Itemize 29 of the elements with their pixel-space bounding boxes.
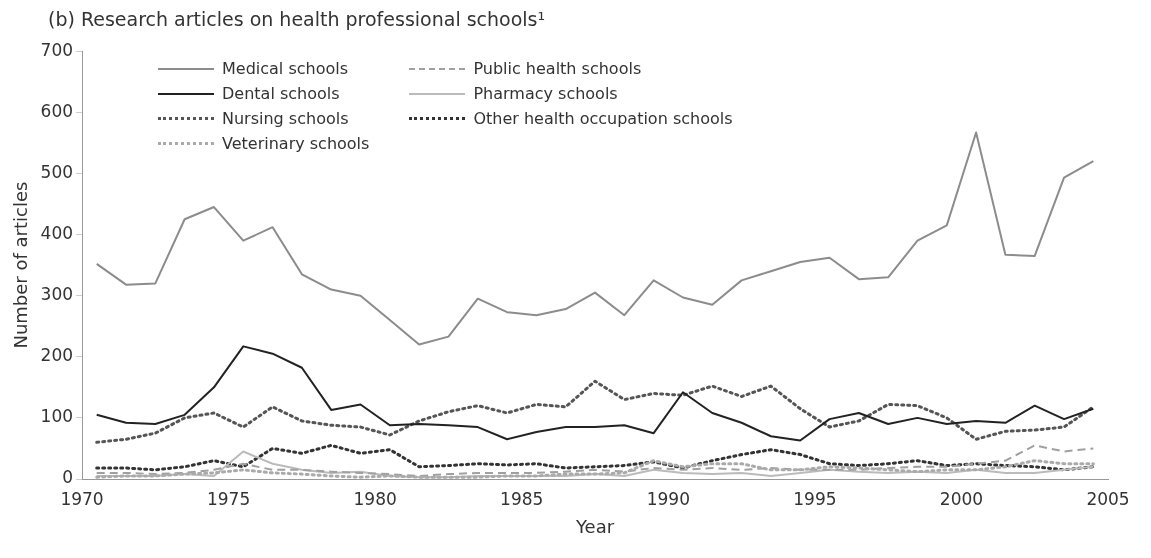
x-tick-label: 1975 — [206, 488, 251, 509]
legend-label: Other health occupation schools — [473, 109, 733, 128]
y-tick-label: 700 — [40, 39, 74, 60]
y-tick-label: 500 — [40, 161, 74, 182]
y-tick-label: 0 — [62, 467, 74, 488]
y-tick-label: 600 — [40, 100, 74, 121]
line-series — [95, 443, 1095, 472]
x-tick-label: 1970 — [60, 488, 104, 509]
y-tick-label: 100 — [40, 406, 74, 427]
x-tick-label: 1990 — [646, 488, 690, 509]
x-tick-label: 2005 — [1086, 488, 1130, 509]
line-series — [95, 444, 1095, 477]
chart-title: (b) Research articles on health professional schools¹ — [48, 8, 547, 32]
x-axis-title: Year — [574, 515, 615, 537]
legend-label: Public health schools — [473, 59, 642, 78]
legend-label: Dental schools — [222, 84, 340, 103]
x-tick-label: 1995 — [793, 488, 837, 509]
x-tick-label: 1985 — [500, 488, 544, 509]
y-tick-label: 200 — [40, 345, 74, 366]
y-axis-title: Number of articles — [10, 181, 32, 349]
y-tick-label: 300 — [40, 284, 74, 305]
legend-label: Veterinary schools — [222, 134, 370, 153]
y-tick-label: 400 — [40, 222, 74, 243]
line-series — [95, 379, 1095, 444]
x-tick-label: 2000 — [939, 488, 984, 509]
legend-label: Medical schools — [222, 59, 349, 78]
x-tick-label: 1980 — [353, 488, 397, 509]
legend-label: Pharmacy schools — [473, 84, 618, 103]
legend-label: Nursing schools — [222, 109, 349, 128]
